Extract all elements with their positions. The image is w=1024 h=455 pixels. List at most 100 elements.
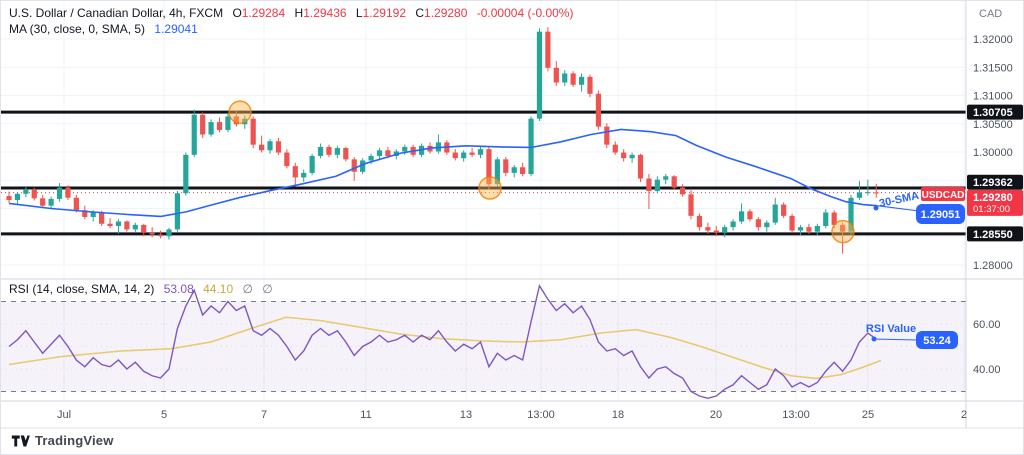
open-label: O (232, 6, 242, 20)
candle-body (722, 227, 728, 233)
time-tick-label[interactable]: 7 (261, 409, 267, 421)
candle-body (797, 227, 804, 231)
time-tick-label[interactable]: 2 (961, 409, 967, 421)
candle-body (301, 172, 307, 178)
candle-body (680, 187, 686, 195)
candle-body (553, 67, 559, 83)
time-tick-label[interactable]: 18 (612, 409, 624, 421)
symbol-badge[interactable] (921, 187, 965, 201)
highlight-circle[interactable] (831, 219, 855, 244)
highlight-circle[interactable] (478, 176, 502, 200)
price-tick-label[interactable]: 1.32000 (973, 34, 1013, 46)
ma-legend-title[interactable]: MA (30, close, 0, SMA, 5) (9, 22, 146, 36)
candle-body (183, 154, 189, 194)
candle-body (814, 226, 820, 232)
candle-body (536, 31, 543, 119)
last-price-badge[interactable] (967, 189, 1023, 216)
symbol-legend-row: U.S. Dollar / Canadian Dollar, 4h, FXCM … (9, 5, 573, 21)
time-tick-label[interactable]: 11 (360, 409, 371, 421)
time-tick-label[interactable]: 13 (460, 409, 472, 421)
candle-body (461, 152, 467, 159)
level-price-badge[interactable] (967, 174, 1023, 190)
rsi-line[interactable] (8, 283, 877, 399)
rsi-tick-label[interactable]: 60.00 (973, 319, 1001, 331)
time-tick-label[interactable]: 13:00 (527, 409, 555, 421)
tradingview-attribution[interactable]: TradingView (11, 433, 114, 448)
candle-body (250, 118, 256, 145)
level-price-badge-text: 1.28550 (973, 229, 1013, 241)
rsi-tick-label[interactable]: 40.00 (973, 364, 1001, 376)
candle-body (789, 215, 795, 231)
candle-body (157, 234, 164, 237)
level-price-badge[interactable] (967, 226, 1023, 242)
price-tick-label[interactable]: 1.31500 (973, 62, 1013, 74)
low-label: L (355, 6, 363, 20)
candle-body (452, 152, 458, 159)
candle-body (107, 223, 113, 227)
rsi-ma-line[interactable] (8, 316, 882, 380)
candle-body (696, 215, 703, 228)
tradingview-logo-icon (11, 434, 30, 447)
highlight-circle[interactable] (228, 100, 252, 124)
candle-body (334, 148, 340, 155)
rsi-band-hidden-icon: ∅ (242, 282, 253, 296)
candle-body (90, 212, 96, 217)
candle-body (738, 211, 745, 222)
price-tick-label[interactable]: 1.31000 (973, 91, 1013, 103)
candle-body (688, 194, 694, 216)
candle-body (14, 193, 21, 201)
candle-body (528, 118, 534, 175)
close-label: C (415, 6, 425, 20)
price-tick-label[interactable]: 1.30500 (973, 119, 1013, 131)
time-tick-label[interactable]: 13:00 (782, 409, 810, 421)
candle-body (587, 76, 593, 94)
candle-body (275, 141, 282, 153)
level-price-badge[interactable] (967, 104, 1023, 120)
candle-body (216, 122, 223, 130)
candle-body (368, 155, 374, 161)
candle-body (604, 126, 610, 145)
candle-body (654, 179, 660, 191)
symbol-title[interactable]: U.S. Dollar / Canadian Dollar, 4h, FXCM (9, 6, 224, 20)
time-tick-label[interactable]: 20 (710, 409, 722, 421)
price-tick-label[interactable]: 1.30000 (973, 147, 1013, 159)
low-value: 1.29192 (362, 6, 406, 20)
candle-body (646, 178, 652, 191)
candle-body (705, 227, 711, 231)
candle-body (671, 176, 677, 188)
price-tick-label[interactable]: 1.28000 (973, 260, 1013, 272)
time-tick-label[interactable]: 25 (862, 409, 874, 421)
candle-body (781, 204, 787, 216)
symbol-badge-text: USDCAD (922, 190, 965, 201)
sma-callout-label[interactable]: 30-SMA (878, 190, 920, 210)
rsi-value-badge[interactable] (916, 331, 958, 349)
rsi-legend-title[interactable]: RSI (14, close, SMA, 14, 2) (9, 282, 155, 296)
sma-line-tail (876, 205, 918, 212)
candle-body (56, 187, 63, 199)
candle-body (755, 219, 761, 228)
candle-body (511, 167, 517, 173)
tradingview-brand-text: TradingView (35, 433, 114, 448)
candle-body (503, 159, 509, 173)
candle-body (831, 212, 837, 225)
candle-body (225, 116, 231, 130)
candle-body (747, 211, 753, 220)
candle-body (865, 192, 871, 194)
sma-line[interactable] (8, 128, 878, 218)
time-tick-label[interactable]: 5 (161, 409, 167, 421)
ma-legend-row: MA (30, close, 0, SMA, 5) 1.29041 (9, 21, 573, 37)
candle-body (839, 224, 846, 232)
candle-body (873, 192, 879, 194)
time-tick-label[interactable]: Jul (57, 409, 71, 421)
candle-body (848, 197, 854, 232)
ma-value-badge[interactable] (916, 204, 965, 224)
candle-body (376, 150, 383, 156)
candle-body (191, 114, 197, 155)
level-price-badge-text: 1.30705 (973, 107, 1013, 119)
close-value: 1.29280 (424, 6, 468, 20)
candle-body (309, 155, 315, 173)
rsi-callout-label[interactable]: RSI Value (866, 323, 916, 335)
candle-body (124, 221, 130, 230)
